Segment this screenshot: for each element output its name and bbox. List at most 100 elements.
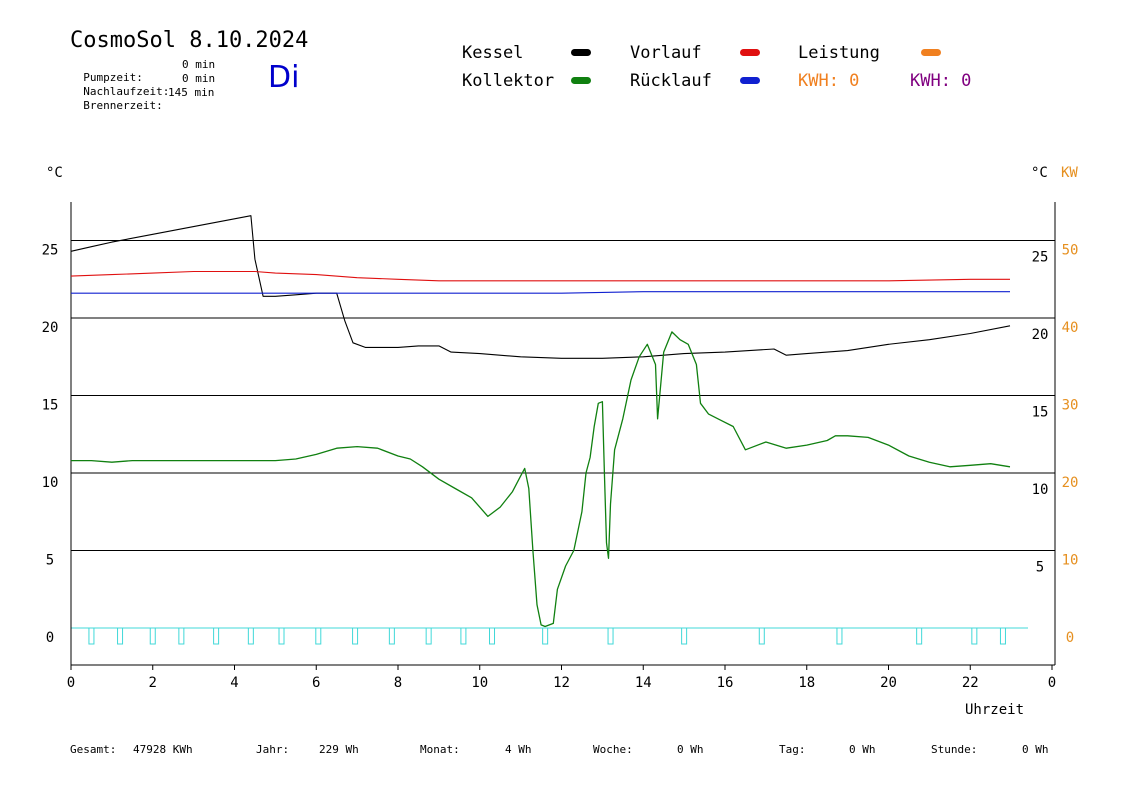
series-line (71, 291, 1010, 294)
footer-gesamt-value: 47928 KWh (133, 743, 193, 756)
x-tick-label: 10 (471, 675, 488, 691)
burner-pulse (278, 627, 285, 645)
burner-pulses (88, 627, 1006, 645)
x-tick-label: 18 (798, 675, 815, 691)
stat-value: 0 min (182, 72, 216, 85)
y-axis-left-unit: °C (46, 165, 63, 181)
footer-jahr-value: 229 Wh (319, 743, 359, 756)
legend-ruecklauf-swatch (740, 77, 760, 84)
x-tick-label: 2 (149, 675, 157, 691)
burner-pulse (999, 627, 1006, 645)
burner-pulse (315, 627, 322, 645)
chart-axes: 0 2 4 6 8 10 12 14 16 18 20 22 0 0 5 10 15 20 25 5 10 15 20 25 0… (42, 202, 1079, 691)
burner-pulse (758, 627, 765, 645)
legend-kessel-label: Kessel (462, 43, 524, 63)
chart-labels: °C °C KW Uhrzeit (46, 165, 1078, 718)
chart-series (70, 215, 1011, 628)
burner-pulse (88, 627, 95, 645)
stat-label: Brennerzeit: (83, 99, 163, 112)
legend-kollektor-label: Kollektor (462, 71, 555, 91)
burner-pulse (681, 627, 688, 645)
y-tick-label-left: 25 (42, 243, 59, 259)
x-tick-label: 8 (394, 675, 402, 691)
legend-leistung-swatch (921, 49, 941, 56)
burner-pulse (178, 627, 185, 645)
footer-stunde-value: 0 Wh (1022, 743, 1049, 756)
footer-woche-value: 0 Wh (677, 743, 704, 756)
legend-ruecklauf-label: Rücklauf (630, 71, 712, 91)
y-tick-label-kw: 0 (1066, 630, 1074, 646)
footer-tag: Tag: (779, 743, 806, 756)
legend-vorlauf-label: Vorlauf (630, 43, 702, 63)
y-tick-label-left: 20 (42, 320, 59, 336)
y-tick-label-right: 5 (1036, 560, 1044, 576)
y-tick-label-right: 15 (1032, 405, 1049, 421)
x-tick-label: 20 (880, 675, 897, 691)
stat-pumpzeit: Pumpzeit: 0 min (70, 58, 215, 97)
stat-value: 145 min (168, 86, 215, 99)
legend-leistung-label: Leistung (798, 43, 880, 63)
y-tick-label-left: 0 (46, 630, 54, 646)
y-tick-label-kw: 30 (1062, 398, 1079, 414)
x-tick-label: 0 (1048, 675, 1056, 691)
weekday-label: Di (268, 60, 300, 95)
legend-kwh-purple: KWH: 0 (910, 71, 972, 91)
burner-pulse (916, 627, 923, 645)
footer-monat-value: 4 Wh (505, 743, 532, 756)
legend-vorlauf-swatch (740, 49, 760, 56)
x-tick-label: 4 (230, 675, 238, 691)
legend-kessel-swatch (571, 49, 591, 56)
burner-pulse (489, 627, 496, 645)
footer-jahr: Jahr: (256, 743, 290, 756)
series-line (70, 270, 1010, 282)
burner-pulse (971, 627, 978, 645)
x-tick-label: 0 (67, 675, 75, 691)
x-tick-label: 16 (717, 675, 734, 691)
page-title: CosmoSol 8.10.2024 (70, 28, 309, 53)
burner-pulse (542, 627, 549, 645)
stat-nachlaufzeit: Nachlaufzeit: 0 min (70, 72, 215, 111)
y-tick-label-right: 10 (1032, 482, 1049, 498)
y-axis-right-kw-unit: KW (1061, 165, 1078, 181)
y-tick-label-kw: 40 (1062, 320, 1079, 336)
x-tick-label: 12 (553, 675, 570, 691)
y-tick-label-left: 15 (42, 398, 59, 414)
footer-stunde: Stunde: (931, 743, 978, 756)
series-line (71, 331, 1011, 628)
burner-pulse (352, 627, 359, 645)
burner-pulse (149, 627, 156, 645)
burner-pulse (425, 627, 432, 645)
legend-kollektor-swatch (571, 77, 591, 84)
burner-pulse (460, 627, 467, 645)
footer-label: Gesamt: (70, 743, 117, 756)
y-tick-label-left: 10 (42, 475, 59, 491)
stat-label: Pumpzeit: (83, 71, 143, 84)
footer-monat: Monat: (420, 743, 460, 756)
footer-woche: Woche: (593, 743, 633, 756)
burner-pulse (117, 627, 124, 645)
burner-pulse (836, 627, 843, 645)
stat-label: Nachlaufzeit: (83, 85, 170, 98)
x-tick-label: 22 (962, 675, 979, 691)
series-line (70, 215, 1011, 359)
y-tick-label-right: 25 (1032, 250, 1049, 266)
legend-kwh-orange: KWH: 0 (798, 71, 860, 91)
y-tick-label-left: 5 (46, 553, 54, 569)
chart-grid (71, 240, 1055, 629)
y-tick-label-kw: 10 (1062, 553, 1079, 569)
y-tick-label-kw: 50 (1062, 243, 1079, 259)
x-axis-label: Uhrzeit (965, 702, 1024, 718)
y-axis-right-unit: °C (1031, 165, 1048, 181)
y-tick-label-kw: 20 (1062, 475, 1079, 491)
x-tick-label: 14 (635, 675, 652, 691)
stat-value: 0 min (182, 58, 216, 71)
burner-pulse (388, 627, 395, 645)
y-tick-label-right: 20 (1032, 327, 1049, 343)
stat-brennerzeit: Brennerzeit: 145 min (70, 86, 214, 125)
footer-tag-value: 0 Wh (849, 743, 876, 756)
burner-pulse (607, 627, 614, 645)
burner-pulse (213, 627, 220, 645)
x-tick-label: 6 (312, 675, 320, 691)
footer-gesamt: Gesamt: (70, 743, 116, 756)
